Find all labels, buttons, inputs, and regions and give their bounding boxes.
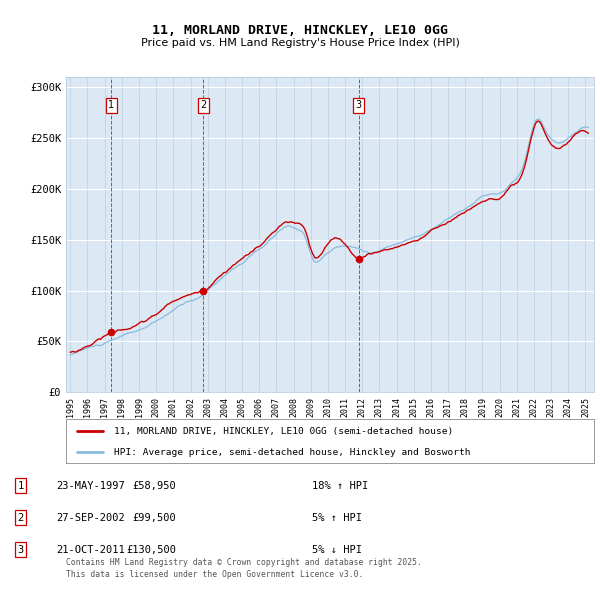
- Text: 5% ↑ HPI: 5% ↑ HPI: [312, 513, 362, 523]
- Text: 11, MORLAND DRIVE, HINCKLEY, LE10 0GG (semi-detached house): 11, MORLAND DRIVE, HINCKLEY, LE10 0GG (s…: [113, 427, 453, 436]
- Text: Contains HM Land Registry data © Crown copyright and database right 2025.
This d: Contains HM Land Registry data © Crown c…: [66, 558, 422, 579]
- Text: Price paid vs. HM Land Registry's House Price Index (HPI): Price paid vs. HM Land Registry's House …: [140, 38, 460, 48]
- Text: HPI: Average price, semi-detached house, Hinckley and Bosworth: HPI: Average price, semi-detached house,…: [113, 448, 470, 457]
- Text: 5% ↓ HPI: 5% ↓ HPI: [312, 545, 362, 555]
- Text: 2: 2: [17, 513, 24, 523]
- Text: 3: 3: [356, 100, 362, 110]
- Text: 1: 1: [109, 100, 115, 110]
- Text: 11, MORLAND DRIVE, HINCKLEY, LE10 0GG: 11, MORLAND DRIVE, HINCKLEY, LE10 0GG: [152, 24, 448, 37]
- Text: 23-MAY-1997: 23-MAY-1997: [56, 481, 125, 491]
- Text: £99,500: £99,500: [133, 513, 176, 523]
- Text: 27-SEP-2002: 27-SEP-2002: [56, 513, 125, 523]
- Text: 18% ↑ HPI: 18% ↑ HPI: [312, 481, 368, 491]
- Text: 21-OCT-2011: 21-OCT-2011: [56, 545, 125, 555]
- Text: £130,500: £130,500: [127, 545, 176, 555]
- Text: 1: 1: [17, 481, 24, 491]
- Text: £58,950: £58,950: [133, 481, 176, 491]
- Text: 3: 3: [17, 545, 24, 555]
- Text: 2: 2: [200, 100, 206, 110]
